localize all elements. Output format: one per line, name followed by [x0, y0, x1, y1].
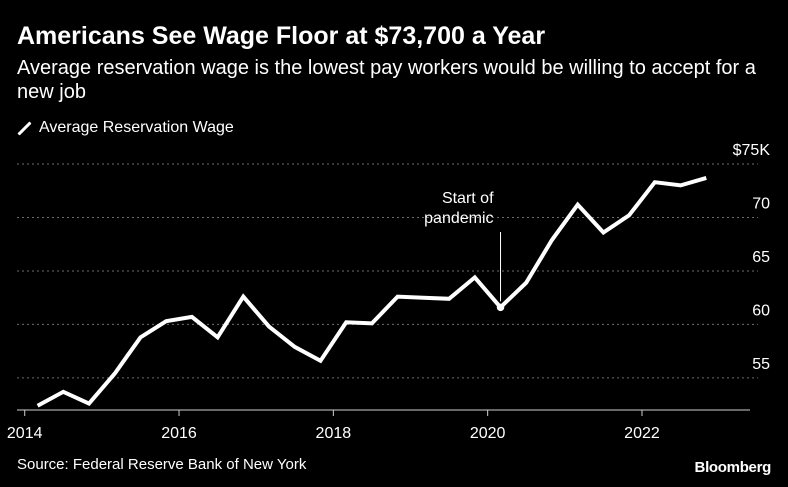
chart-title: Americans See Wage Floor at $73,700 a Ye…	[17, 22, 546, 50]
x-tick-label: 2020	[470, 425, 506, 442]
annotation-label: pandemic	[424, 210, 493, 227]
chart-subtitle: Average reservation wage is the lowest p…	[17, 57, 756, 103]
y-tick-label: $75K	[733, 142, 771, 159]
y-tick-label: 70	[752, 195, 770, 212]
legend-label: Average Reservation Wage	[39, 119, 234, 136]
x-tick-label: 2016	[161, 425, 197, 442]
x-tick-label: 2022	[624, 425, 660, 442]
axis-layer	[17, 409, 750, 416]
grid-layer	[17, 163, 758, 379]
annotation-label: Start of	[442, 190, 494, 207]
series-line	[36, 175, 707, 408]
legend: Average Reservation Wage	[17, 119, 234, 137]
x-tick-label: 2014	[7, 425, 43, 442]
y-tick-label: 65	[752, 249, 770, 266]
y-tick-label: 60	[752, 302, 770, 319]
x-tick-label: 2018	[316, 425, 352, 442]
y-tick-label: 55	[752, 356, 770, 373]
tick-labels: 55 60 65 70 $75K 2014 2016 2018 2020 2022	[7, 142, 770, 442]
annotation-layer: Start of pandemic	[424, 190, 506, 313]
source-note: Source: Federal Reserve Bank of New York	[17, 456, 307, 473]
series-layer	[36, 175, 707, 408]
bloomberg-logo: Bloomberg	[694, 459, 772, 476]
